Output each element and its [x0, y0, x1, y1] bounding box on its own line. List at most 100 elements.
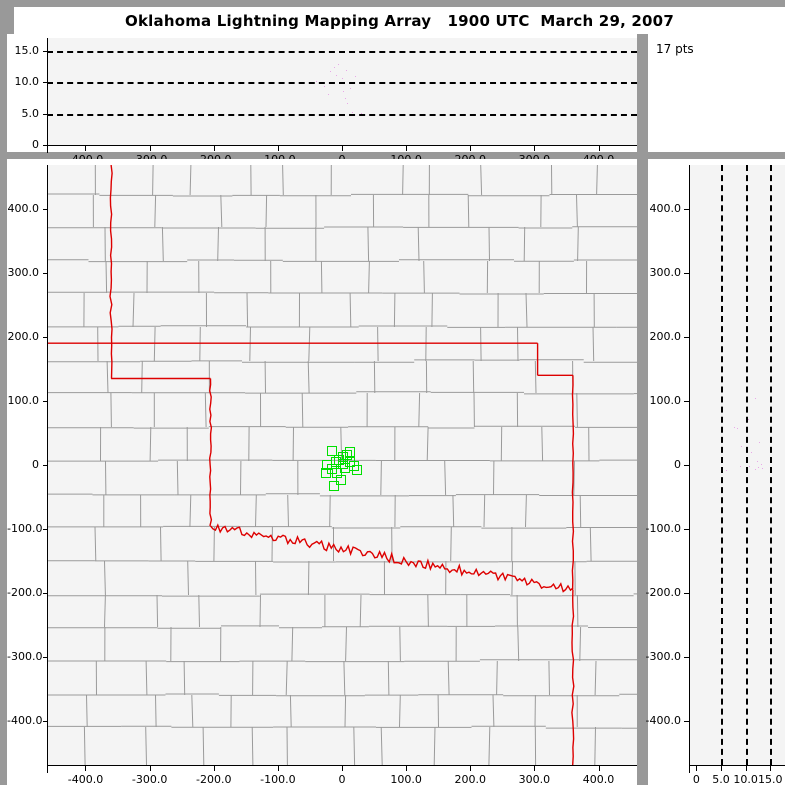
right-axis-y-tick	[684, 593, 690, 595]
axis-y-line	[47, 38, 48, 153]
source-marker[interactable]	[321, 460, 332, 470]
source-point	[334, 66, 336, 68]
point-count-label: 17 pts	[656, 42, 694, 56]
right-axis-y-tick-label: -300.0	[645, 650, 681, 664]
map-axis-y-tick-label: 100.0	[7, 393, 40, 407]
axis-x-tick	[213, 145, 215, 151]
source-marker[interactable]	[329, 480, 340, 491]
right-axis-y-tick-label: 200.0	[649, 329, 682, 343]
right-axis-y-line	[689, 165, 690, 773]
map-axis-y-tick-label: 300.0	[7, 265, 40, 279]
map-axis-x-tick-label: 0	[338, 773, 346, 786]
axis-x-tick	[342, 145, 343, 151]
right-axis-y-tick	[684, 400, 690, 402]
gridline-horizontal	[47, 113, 637, 116]
right-axis-y-tick	[684, 657, 690, 659]
map-axis-y-tick-label: 0	[32, 458, 39, 471]
axis-y-tick	[43, 50, 48, 52]
source-point	[330, 71, 332, 73]
right-axis-x-tick	[721, 765, 722, 771]
axis-x-tick	[406, 145, 408, 151]
map-axis-x-tick	[406, 765, 408, 771]
right-axis-y-tick-label: 100.0	[649, 393, 682, 407]
source-marker[interactable]	[338, 452, 349, 463]
source-point	[757, 461, 759, 463]
right-axis-y-tick-label: 400.0	[649, 201, 682, 215]
map-axis-x-tick	[149, 765, 151, 771]
title-bar: Oklahoma Lightning Mapping Array 1900 UT…	[14, 7, 785, 34]
map-axis-x-tick	[342, 765, 343, 771]
source-point	[354, 76, 356, 78]
map-axis-y-tick	[43, 529, 48, 531]
source-marker[interactable]	[352, 465, 363, 476]
right-axis-y-tick-label: 0	[674, 458, 681, 471]
map-plot-area[interactable]	[47, 165, 637, 765]
gridline-horizontal	[47, 82, 637, 85]
right-axis-y-tick	[684, 529, 690, 531]
source-point	[349, 87, 351, 89]
source-marker[interactable]	[342, 449, 353, 460]
point-count-panel: 17 pts	[648, 34, 785, 152]
right-axis-x-tick-label: 5.0	[712, 773, 730, 786]
source-point	[758, 466, 760, 468]
map-axis-x-tick	[213, 765, 215, 771]
right-axis-x-tick	[770, 765, 772, 771]
map-axis-x-tick	[85, 765, 87, 771]
gridline-vertical	[721, 165, 723, 765]
right-axis-x-line	[689, 765, 785, 766]
source-marker[interactable]	[331, 468, 342, 479]
right-axis-y-tick-label: -400.0	[645, 714, 681, 728]
right-axis-x-tick-label: 10.0	[733, 773, 758, 786]
axis-y-tick-label: 10.0	[14, 75, 40, 89]
map-axis-y-tick-label: -100.0	[7, 522, 43, 536]
gridline-vertical	[770, 165, 773, 765]
state-boundaries	[47, 165, 575, 765]
map-axis-y-tick	[43, 208, 48, 210]
map-axis-x-tick	[534, 765, 536, 771]
map-axis-y-line	[47, 165, 48, 773]
map-axis-x-tick	[470, 765, 472, 771]
altitude-plot-area[interactable]	[47, 38, 637, 145]
map-axis-x-tick-label: -100.0	[260, 773, 296, 786]
axis-y-tick	[43, 82, 48, 84]
map-axis-x-tick-label: 100.0	[390, 773, 422, 786]
map-axis-y-tick	[43, 336, 48, 338]
map-axis-y-tick	[43, 657, 48, 659]
right-axis-y-tick-label: 300.0	[649, 265, 682, 279]
source-marker[interactable]	[345, 457, 356, 468]
axis-x-tick	[534, 145, 536, 151]
source-point	[352, 112, 354, 114]
source-point	[740, 445, 742, 447]
source-marker[interactable]	[344, 447, 355, 458]
source-point	[361, 112, 363, 114]
source-point	[344, 98, 346, 100]
source-marker[interactable]	[320, 467, 331, 478]
map-axis-x-tick	[277, 765, 279, 771]
map-axis-y-tick	[43, 272, 48, 274]
right-axis-y-tick-label: -200.0	[645, 586, 681, 600]
right-axis-y-tick	[684, 465, 690, 466]
map-axis-x-tick-label: -200.0	[196, 773, 232, 786]
source-point	[324, 86, 326, 88]
map-axis-x-tick-label: 200.0	[454, 773, 487, 786]
right-axis-y-tick	[684, 336, 690, 338]
source-marker[interactable]	[326, 445, 337, 456]
source-point	[748, 465, 750, 467]
axis-y-tick	[43, 113, 48, 115]
map-axis-x-tick	[598, 765, 600, 771]
source-marker[interactable]	[334, 454, 345, 465]
axis-y-tick-label: 5.0	[21, 106, 40, 120]
source-point	[736, 428, 738, 430]
source-point	[342, 78, 343, 80]
map-axis-x-tick-label: 300.0	[518, 773, 551, 786]
source-point	[739, 466, 741, 468]
gridline-horizontal	[47, 50, 637, 53]
gridline-vertical	[745, 165, 748, 765]
axis-x-tick	[149, 145, 151, 151]
map-axis-y-tick-label: -300.0	[7, 650, 43, 664]
source-marker[interactable]	[335, 474, 346, 485]
source-marker[interactable]	[348, 461, 359, 472]
north-south-plot-area[interactable]	[689, 165, 785, 765]
source-point	[759, 441, 761, 443]
